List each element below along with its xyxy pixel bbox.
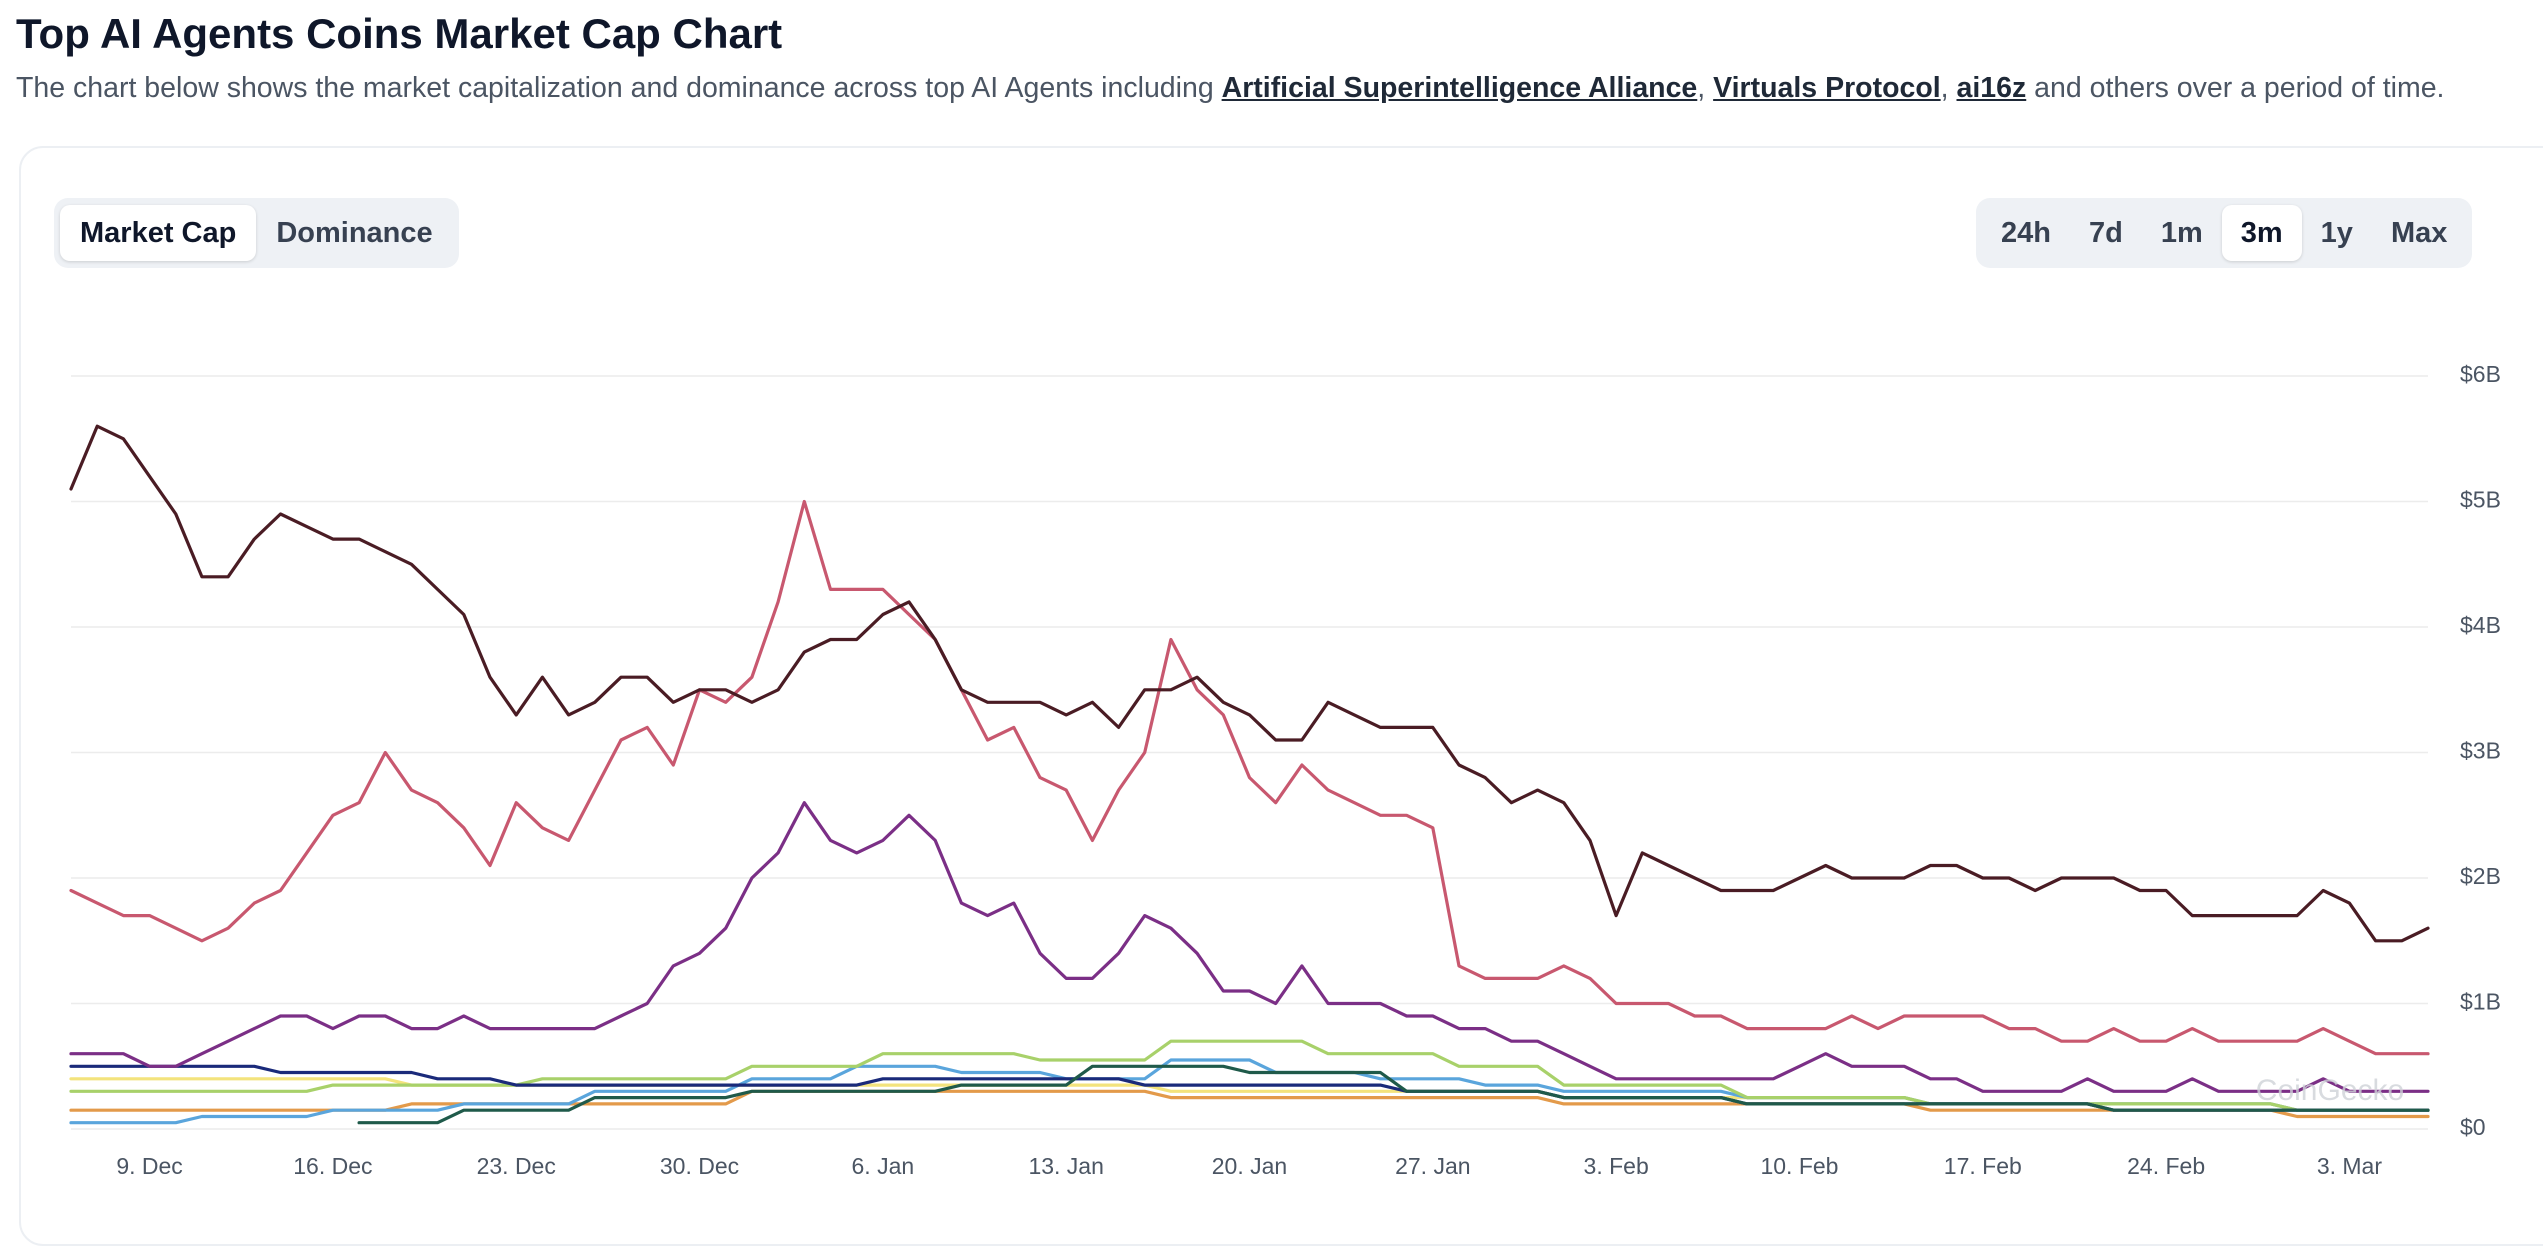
x-tick-label: 13. Jan (1028, 1153, 1103, 1179)
y-tick-label: $5B (2460, 487, 2501, 513)
series-line (69, 424, 2430, 943)
x-tick-label: 9. Dec (116, 1153, 182, 1179)
range-button[interactable]: 3m (2221, 205, 2302, 261)
x-tick-label: 23. Dec (477, 1153, 556, 1179)
watermark: CoinGecko (2256, 1074, 2404, 1107)
x-tick-label: 10. Feb (1760, 1153, 1838, 1179)
x-tick-label: 6. Jan (852, 1153, 915, 1179)
y-tick-label: $2B (2460, 863, 2501, 889)
view-tabs: Market Cap Dominance (54, 198, 459, 268)
x-tick-label: 17. Feb (1944, 1153, 2022, 1179)
page-description: The chart below shows the market capital… (16, 72, 2444, 105)
series-line (69, 801, 2430, 1093)
x-tick-label: 3. Mar (2317, 1153, 2383, 1179)
x-tick-label: 16. Dec (293, 1153, 372, 1179)
page: {"header": {"title": "Top AI Agents Coin… (16, 10, 2543, 1246)
description-text: The chart below shows the market capital… (16, 72, 1222, 104)
x-tick-label: 27. Jan (1395, 1153, 1470, 1179)
series-line (69, 499, 2430, 1056)
description-text: and others over a period of time. (2026, 72, 2445, 104)
y-tick-label: $1B (2460, 989, 2501, 1015)
range-button[interactable]: 7d (2088, 217, 2123, 249)
y-tick-label: $0 (2460, 1114, 2486, 1140)
coin-link[interactable]: Virtuals Protocol (1713, 72, 1941, 104)
series-line (357, 1064, 2430, 1125)
range-button[interactable]: Max (2390, 217, 2448, 249)
tab-button[interactable]: Dominance (276, 217, 433, 249)
x-tick-label: 20. Jan (1212, 1153, 1287, 1179)
y-tick-label: $6B (2460, 361, 2501, 387)
y-tick-label: $3B (2460, 738, 2501, 764)
x-tick-label: 24. Feb (2127, 1153, 2205, 1179)
coin-link[interactable]: ai16z (1956, 72, 2027, 104)
range-button[interactable]: 1y (2320, 217, 2353, 249)
range-button[interactable]: 24h (2001, 217, 2051, 249)
chart: $0 $1B $2B $3B $4B $5B $6B 9. Dec 16. Dec 23. Dec… (69, 361, 2501, 1179)
x-tick-label: 30. Dec (660, 1153, 739, 1179)
tab-button[interactable]: Market Cap (60, 205, 257, 261)
coin-link[interactable]: Artificial Superintelligence Alliance (1221, 72, 1698, 104)
page-title: Top AI Agents Coins Market Cap Chart (16, 10, 783, 57)
y-tick-label: $4B (2460, 612, 2501, 638)
x-tick-label: 3. Feb (1584, 1153, 1649, 1179)
range-tabs: 24h 7d 1m 3m 1y Max (1976, 198, 2473, 268)
description-text: , (1940, 72, 1957, 104)
range-button[interactable]: 1m (2160, 217, 2203, 249)
description-text: , (1697, 72, 1714, 104)
